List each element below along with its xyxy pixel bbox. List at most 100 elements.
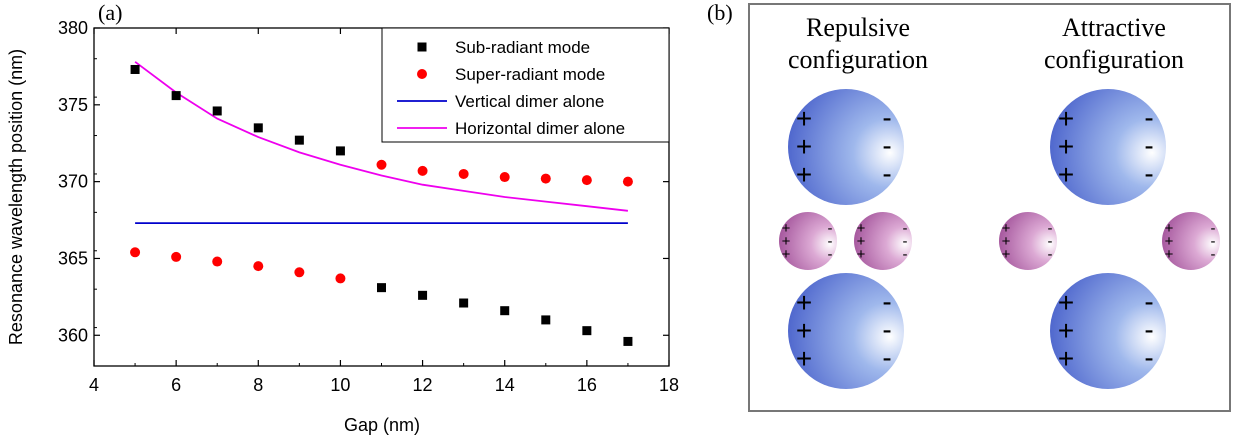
minus-charge: - bbox=[903, 246, 908, 263]
x-tick-label: 10 bbox=[330, 375, 350, 395]
data-point-square bbox=[541, 315, 551, 325]
x-axis-label: Gap (nm) bbox=[344, 415, 420, 435]
minus-charge: - bbox=[1144, 158, 1153, 189]
minus-charge: - bbox=[1144, 102, 1153, 133]
minus-charge: - bbox=[828, 246, 833, 263]
data-point-circle bbox=[622, 176, 633, 187]
plus-charge: + bbox=[796, 287, 812, 318]
data-point-circle bbox=[540, 173, 551, 184]
data-point-square bbox=[582, 326, 592, 336]
data-point-circle bbox=[171, 251, 182, 262]
plus-charge: + bbox=[857, 220, 866, 237]
data-point-square bbox=[377, 283, 386, 293]
repulsive-left-small-sphere: +++--- bbox=[779, 212, 837, 270]
data-point-circle bbox=[376, 159, 387, 170]
plus-charge: + bbox=[1165, 220, 1174, 237]
data-point-circle bbox=[499, 172, 510, 183]
minus-charge: - bbox=[1144, 342, 1153, 373]
legend-label: Sub-radiant mode bbox=[455, 38, 590, 57]
plus-charge: + bbox=[857, 246, 866, 263]
x-tick-label: 12 bbox=[413, 375, 433, 395]
plus-charge: + bbox=[1058, 343, 1074, 374]
data-point-square bbox=[418, 290, 428, 300]
repulsive-top-sphere: +++--- bbox=[788, 89, 904, 205]
minus-charge: - bbox=[1211, 233, 1216, 250]
minus-charge: - bbox=[1048, 220, 1053, 237]
plus-charge: + bbox=[1165, 246, 1174, 263]
data-point-square bbox=[130, 64, 140, 74]
panel-a-label: (a) bbox=[98, 0, 122, 25]
data-point-square bbox=[294, 135, 304, 145]
minus-charge: - bbox=[882, 130, 891, 161]
data-point-circle bbox=[581, 175, 592, 186]
large-sphere bbox=[1050, 273, 1166, 389]
x-axis: 4 6 8 10 12 14 16 18 bbox=[89, 28, 679, 395]
y-tick-label: 365 bbox=[58, 248, 88, 268]
minus-charge: - bbox=[1048, 246, 1053, 263]
y-tick-label: 375 bbox=[58, 95, 88, 115]
plus-charge: + bbox=[1058, 159, 1074, 190]
data-point-square bbox=[212, 106, 222, 116]
legend-label: Vertical dimer alone bbox=[455, 92, 604, 111]
small-sphere bbox=[854, 212, 912, 270]
plus-charge: + bbox=[1058, 131, 1074, 162]
panel-b-label: (b) bbox=[707, 0, 733, 25]
attractive-title-line2: configuration bbox=[1044, 45, 1184, 74]
x-tick-label: 14 bbox=[495, 375, 515, 395]
large-sphere bbox=[788, 89, 904, 205]
y-tick-label: 380 bbox=[58, 18, 88, 38]
series-layer bbox=[130, 61, 633, 346]
data-point-circle bbox=[253, 261, 264, 272]
plus-charge: + bbox=[1002, 220, 1011, 237]
x-tick-label: 18 bbox=[659, 375, 679, 395]
plus-charge: + bbox=[796, 159, 812, 190]
data-point-square bbox=[171, 91, 181, 101]
data-point-circle bbox=[335, 273, 346, 284]
plus-charge: + bbox=[782, 233, 791, 250]
legend-label: Super-radiant mode bbox=[455, 65, 605, 84]
data-point-square bbox=[335, 146, 345, 156]
y-tick-label: 370 bbox=[58, 172, 88, 192]
x-tick-label: 4 bbox=[89, 375, 99, 395]
minus-charge: - bbox=[1144, 130, 1153, 161]
minus-charge: - bbox=[1211, 246, 1216, 263]
minus-charge: - bbox=[1144, 286, 1153, 317]
plus-charge: + bbox=[796, 343, 812, 374]
large-sphere bbox=[788, 273, 904, 389]
minus-charge: - bbox=[882, 158, 891, 189]
series-line bbox=[134, 61, 629, 212]
plus-charge: + bbox=[1002, 233, 1011, 250]
plus-charge: + bbox=[1058, 315, 1074, 346]
minus-charge: - bbox=[1144, 314, 1153, 345]
minus-charge: - bbox=[882, 286, 891, 317]
small-sphere bbox=[1162, 212, 1220, 270]
x-tick-label: 6 bbox=[171, 375, 181, 395]
plus-charge: + bbox=[782, 246, 791, 263]
large-sphere bbox=[1050, 89, 1166, 205]
minus-charge: - bbox=[882, 314, 891, 345]
x-tick-label: 16 bbox=[577, 375, 597, 395]
plus-charge: + bbox=[796, 131, 812, 162]
data-point-square bbox=[459, 298, 469, 308]
legend-label: Horizontal dimer alone bbox=[455, 119, 625, 138]
data-point-circle bbox=[458, 168, 469, 179]
data-point-square bbox=[253, 123, 263, 133]
plus-charge: + bbox=[1058, 103, 1074, 134]
data-point-square bbox=[500, 306, 510, 316]
legend-box bbox=[381, 27, 670, 143]
plus-charge: + bbox=[1165, 233, 1174, 250]
minus-charge: - bbox=[882, 342, 891, 373]
minus-charge: - bbox=[828, 233, 833, 250]
minus-charge: - bbox=[828, 220, 833, 237]
minus-charge: - bbox=[1211, 220, 1216, 237]
data-point-circle bbox=[294, 267, 305, 278]
minus-charge: - bbox=[882, 102, 891, 133]
data-point-circle bbox=[212, 256, 223, 267]
plus-charge: + bbox=[1058, 287, 1074, 318]
plus-charge: + bbox=[796, 103, 812, 134]
spheres-layer: +++---+++---+++---+++---+++---+++---+++-… bbox=[779, 89, 1220, 389]
legend-marker-square bbox=[417, 42, 427, 52]
chart-panel-a: (a) 360 365 370 375 380 4 6 8 10 12 14 16 18 Resona… bbox=[6, 0, 679, 435]
plus-charge: + bbox=[857, 233, 866, 250]
